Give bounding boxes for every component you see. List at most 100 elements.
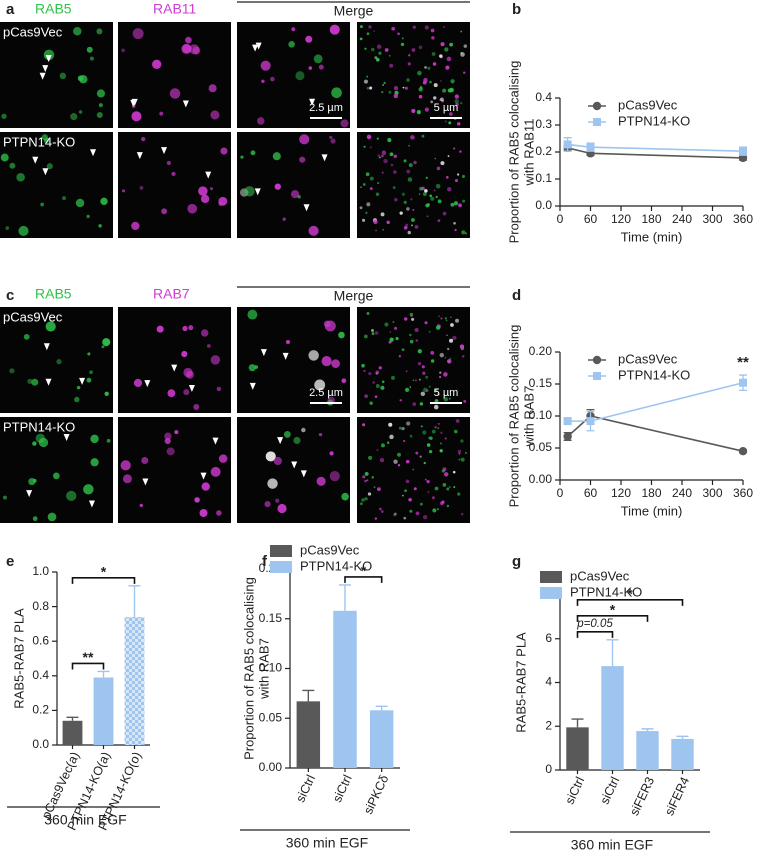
arrowhead (309, 98, 316, 106)
puncta (366, 479, 369, 481)
puncta (439, 54, 443, 58)
puncta (47, 512, 57, 522)
puncta (5, 226, 10, 231)
arrowhead (282, 352, 289, 360)
puncta (405, 479, 410, 484)
puncta (460, 102, 463, 105)
puncta (408, 163, 413, 168)
legend-label: pCas9Vec (300, 542, 360, 557)
puncta (412, 25, 416, 29)
puncta (35, 433, 46, 443)
puncta (414, 328, 419, 333)
puncta (392, 186, 396, 190)
puncta (120, 460, 131, 471)
puncta (275, 498, 280, 503)
puncta (366, 32, 370, 36)
legend-swatch (540, 587, 562, 599)
puncta (403, 439, 406, 443)
puncta (397, 32, 400, 36)
significance-label: * (361, 563, 367, 579)
x-tick-label: 60 (584, 212, 598, 226)
x-tick-label: 0 (557, 486, 564, 500)
puncta (448, 486, 451, 489)
arrowhead (144, 380, 151, 388)
puncta (366, 86, 370, 90)
puncta (329, 470, 340, 482)
puncta (174, 430, 179, 435)
puncta (449, 316, 452, 319)
error-bar (339, 584, 351, 611)
puncta (428, 330, 431, 333)
y-tick-label: 0.0 (535, 198, 552, 212)
puncta (422, 371, 426, 375)
puncta (122, 189, 126, 193)
puncta (66, 490, 77, 502)
arrowhead (171, 364, 178, 372)
x-tick-label: 300 (702, 212, 722, 226)
puncta (443, 25, 445, 28)
puncta (429, 80, 432, 84)
puncta (291, 27, 296, 32)
puncta (407, 230, 411, 235)
puncta (454, 94, 459, 99)
puncta (139, 503, 143, 508)
puncta (450, 79, 455, 84)
panel-label: d (512, 287, 521, 304)
micrograph-background (0, 417, 113, 523)
puncta (318, 64, 324, 70)
puncta (193, 404, 200, 411)
puncta (458, 452, 461, 455)
puncta (363, 145, 366, 148)
puncta (261, 79, 265, 84)
puncta (429, 194, 432, 197)
puncta (440, 97, 444, 102)
puncta (89, 56, 95, 61)
arrowhead (277, 437, 284, 445)
puncta (411, 317, 415, 321)
bar (333, 610, 357, 768)
puncta (360, 186, 362, 189)
puncta (431, 429, 436, 434)
puncta (293, 436, 301, 445)
puncta (308, 66, 313, 70)
puncta (430, 359, 435, 363)
puncta (413, 487, 417, 491)
puncta (429, 436, 433, 440)
arrowhead (42, 65, 49, 73)
puncta (375, 57, 380, 62)
puncta (43, 137, 50, 143)
x-tick-label: 180 (641, 486, 661, 500)
puncta (380, 385, 385, 390)
x-tick-label: siCtrl (293, 773, 318, 805)
puncta (422, 515, 428, 520)
puncta (156, 325, 164, 333)
puncta (375, 192, 380, 197)
y-tick-label: 0.1 (535, 171, 552, 185)
puncta (256, 117, 265, 125)
scale-bar-label: 5 µm (434, 387, 459, 399)
puncta (383, 158, 388, 164)
puncta (434, 486, 439, 491)
micrograph (237, 417, 350, 523)
puncta (340, 119, 349, 128)
error-bar (676, 735, 689, 739)
puncta (86, 214, 90, 219)
y-axis-label: Proportion of RAB5 colocalising (241, 577, 256, 760)
y-tick-label: 0.0 (32, 737, 49, 751)
puncta (408, 54, 411, 57)
puncta (167, 389, 176, 398)
puncta (393, 170, 397, 174)
puncta (392, 321, 395, 323)
puncta (461, 355, 465, 358)
puncta (361, 363, 365, 368)
puncta (457, 492, 461, 496)
puncta (416, 110, 421, 115)
legend-label: PTPN14-KO (300, 558, 372, 573)
legend-marker (593, 372, 601, 380)
puncta (389, 152, 394, 157)
puncta (410, 135, 415, 140)
puncta (415, 339, 418, 342)
puncta (384, 48, 389, 52)
puncta (447, 360, 450, 363)
puncta (437, 508, 439, 511)
